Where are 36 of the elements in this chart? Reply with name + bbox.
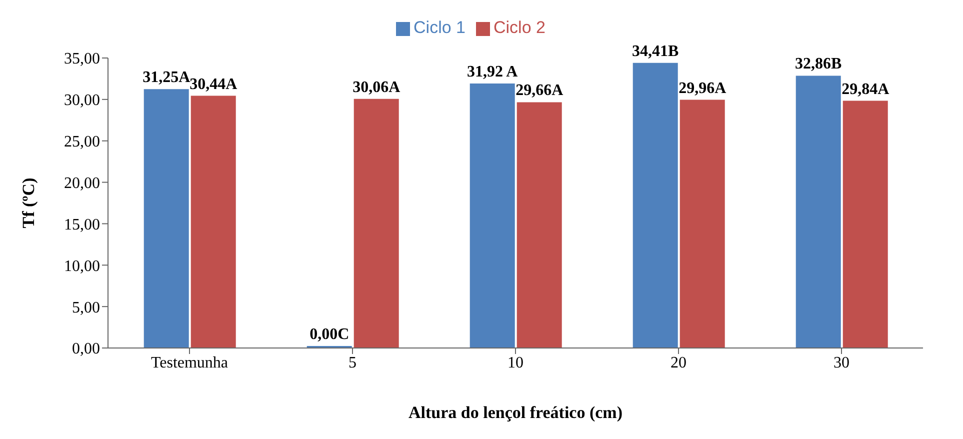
x-tick-label: Testemunha — [150, 354, 228, 372]
legend-label: Ciclo 2 — [494, 18, 546, 37]
y-tick-label: 15,00 — [64, 216, 100, 234]
data-label: 29,96A — [678, 80, 727, 97]
data-label: 31,92 A — [467, 64, 518, 81]
x-axis-title: Altura do lençol freático (cm) — [408, 403, 623, 422]
data-label: 34,41B — [632, 42, 680, 60]
y-tick-label: 30,00 — [64, 92, 100, 110]
x-tick-label: 5 — [348, 354, 356, 372]
x-tick-label: 10 — [508, 354, 524, 372]
data-label: 31,25A — [142, 69, 191, 86]
bar — [516, 102, 562, 348]
bar — [190, 96, 236, 348]
legend-label: Ciclo 1 — [414, 18, 466, 37]
x-tick-label: 20 — [670, 354, 686, 372]
data-label: 32,86B — [795, 56, 842, 73]
x-tick-label: 30 — [834, 354, 850, 372]
bar — [470, 84, 515, 348]
data-label: 29,66A — [516, 82, 564, 100]
y-tick-label: 20,00 — [64, 174, 100, 192]
data-label: 30,06A — [352, 78, 401, 96]
data-label: 0,00C — [310, 326, 350, 343]
data-label: 29,84A — [842, 80, 890, 98]
y-tick-label: 0,00 — [72, 340, 100, 358]
y-tick-label: 10,00 — [64, 258, 100, 275]
y-axis-title: Tf (ºC) — [19, 178, 38, 228]
data-label: 30,44A — [190, 76, 238, 93]
y-tick-label: 35,00 — [64, 50, 100, 68]
bar — [680, 100, 725, 348]
y-tick-label: 25,00 — [64, 134, 100, 151]
bar — [354, 98, 399, 348]
bar — [796, 76, 841, 348]
bar — [144, 89, 189, 348]
bar — [842, 100, 888, 348]
bar — [632, 62, 678, 348]
y-tick-label: 5,00 — [72, 299, 100, 316]
